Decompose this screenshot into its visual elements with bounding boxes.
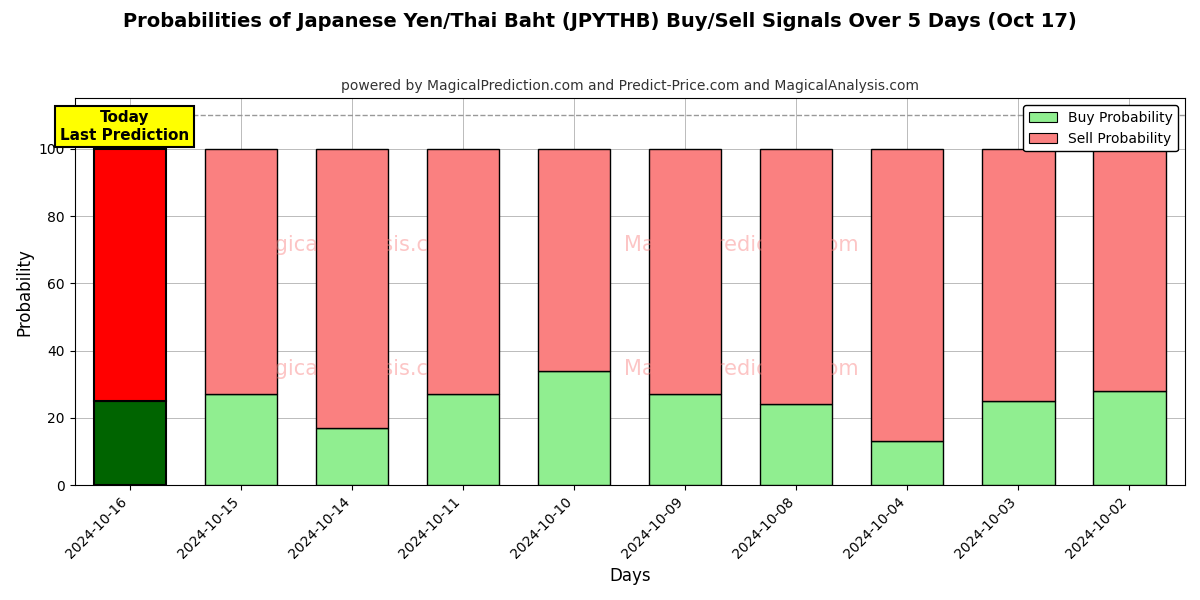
Legend: Buy Probability, Sell Probability: Buy Probability, Sell Probability bbox=[1024, 105, 1178, 151]
Text: MagicalAnalysis.com: MagicalAnalysis.com bbox=[244, 235, 461, 256]
Y-axis label: Probability: Probability bbox=[16, 248, 34, 335]
Bar bbox=[427, 394, 499, 485]
Text: Today
Last Prediction: Today Last Prediction bbox=[60, 110, 190, 143]
Bar bbox=[649, 394, 721, 485]
Bar bbox=[539, 371, 611, 485]
Bar bbox=[1093, 391, 1165, 485]
Title: powered by MagicalPrediction.com and Predict-Price.com and MagicalAnalysis.com: powered by MagicalPrediction.com and Pre… bbox=[341, 79, 919, 93]
Text: MagicalPrediction.com: MagicalPrediction.com bbox=[624, 235, 858, 256]
Bar bbox=[94, 401, 167, 485]
Bar bbox=[1093, 149, 1165, 391]
Bar bbox=[871, 149, 943, 442]
Text: MagicalPrediction.com: MagicalPrediction.com bbox=[624, 359, 858, 379]
Bar bbox=[983, 401, 1055, 485]
Bar bbox=[871, 442, 943, 485]
Bar bbox=[761, 404, 833, 485]
Bar bbox=[316, 149, 389, 428]
Bar bbox=[205, 394, 277, 485]
Bar bbox=[983, 149, 1055, 401]
Bar bbox=[316, 428, 389, 485]
Text: MagicalAnalysis.com: MagicalAnalysis.com bbox=[244, 359, 461, 379]
X-axis label: Days: Days bbox=[610, 567, 650, 585]
Text: Probabilities of Japanese Yen/Thai Baht (JPYTHB) Buy/Sell Signals Over 5 Days (O: Probabilities of Japanese Yen/Thai Baht … bbox=[124, 12, 1076, 31]
Bar bbox=[649, 149, 721, 394]
Bar bbox=[205, 149, 277, 394]
Bar bbox=[539, 149, 611, 371]
Bar bbox=[94, 149, 167, 401]
Bar bbox=[761, 149, 833, 404]
Bar bbox=[427, 149, 499, 394]
